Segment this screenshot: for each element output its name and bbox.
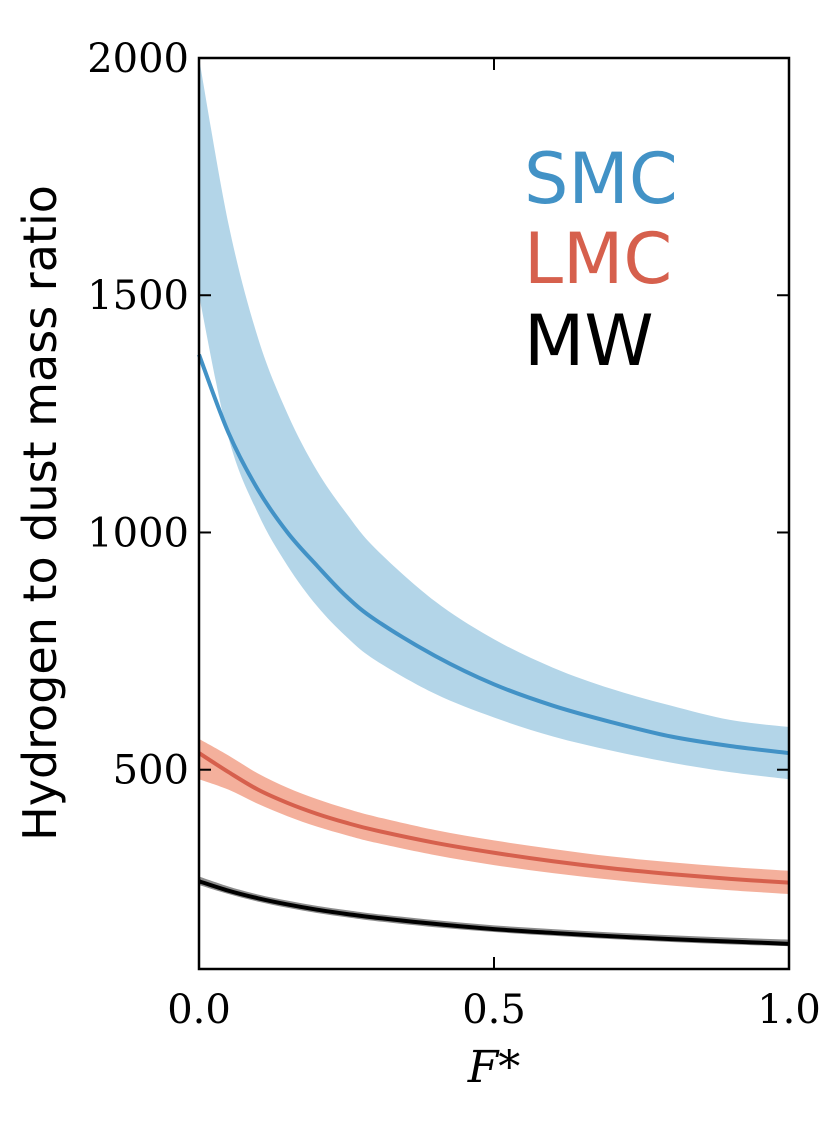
x-tick-label: 0.5 bbox=[462, 987, 526, 1033]
legend-smc: SMC bbox=[524, 138, 678, 220]
x-axis-label: F* bbox=[467, 1042, 521, 1093]
y-tick-label: 1000 bbox=[87, 510, 189, 556]
series-lines bbox=[197, 353, 790, 946]
legend-mw: MW bbox=[524, 300, 654, 382]
mw-line bbox=[198, 879, 790, 946]
smc-band bbox=[199, 58, 789, 780]
axis-ticks: 0.0 0.5 1.0 500 1000 1500 2000 bbox=[87, 36, 821, 1033]
y-tick-label: 2000 bbox=[87, 36, 189, 82]
y-axis-label: Hydrogen to dust mass ratio bbox=[13, 185, 67, 841]
legend-lmc: LMC bbox=[524, 218, 672, 300]
x-tick-label: 0.0 bbox=[167, 987, 231, 1033]
y-tick-label: 1500 bbox=[87, 273, 189, 319]
x-tick-label: 1.0 bbox=[757, 987, 821, 1033]
confidence-bands bbox=[199, 58, 789, 947]
lmc-line bbox=[197, 751, 790, 885]
smc-line bbox=[197, 353, 790, 756]
y-tick-label: 500 bbox=[113, 748, 189, 794]
